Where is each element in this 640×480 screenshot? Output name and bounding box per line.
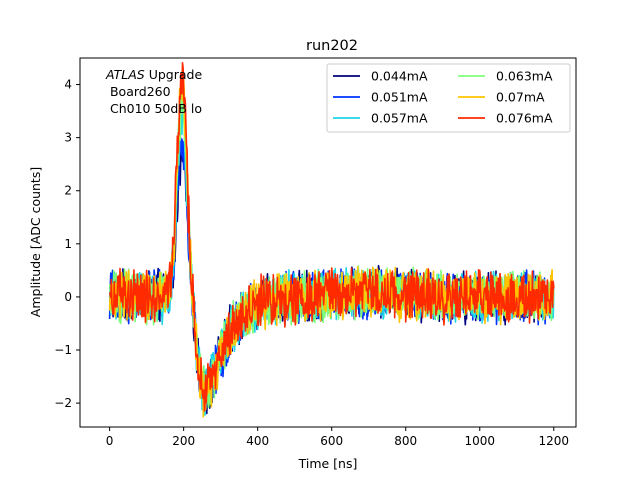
y-tick-label: 1 — [64, 237, 72, 251]
x-tick-label: 0 — [106, 434, 114, 448]
atlas-annotation: ATLAS Upgrade Board260 Ch010 50dB lo — [105, 67, 202, 116]
legend-label: 0.051mA — [371, 90, 428, 105]
legend: 0.044mA 0.051mA 0.057mA 0.063mA 0.07mA 0.076m… — [326, 63, 571, 133]
legend-label: 0.076mA — [496, 111, 553, 126]
plot-area-frame — [79, 57, 577, 428]
x-tick-label: 800 — [394, 434, 417, 448]
svg-text:ATLAS Upgrade: ATLAS Upgrade — [105, 67, 202, 82]
y-tick-label: 2 — [64, 184, 72, 198]
y-tick-label: 0 — [64, 290, 72, 304]
y-tick-label: 4 — [64, 78, 72, 92]
legend-label: 0.063mA — [496, 69, 553, 84]
x-axis-label: Time [ns] — [298, 456, 358, 471]
legend-label: 0.044mA — [371, 69, 428, 84]
legend-label: 0.07mA — [496, 90, 545, 105]
y-tick-label: 3 — [64, 131, 72, 145]
x-tick-label: 1200 — [539, 434, 570, 448]
x-tick-label: 1000 — [464, 434, 495, 448]
x-tick-label: 200 — [172, 434, 195, 448]
x-axis-ticks: 0 200 400 600 800 1000 1200 — [106, 427, 569, 448]
x-tick-label: 400 — [246, 434, 269, 448]
y-axis-ticks: −2 −1 0 1 2 3 4 — [54, 78, 80, 410]
x-tick-label: 600 — [320, 434, 343, 448]
annotation-channel: Ch010 50dB lo — [106, 101, 202, 116]
legend-frame — [326, 63, 571, 133]
y-tick-label: −2 — [54, 396, 72, 410]
y-axis-label: Amplitude [ADC counts] — [28, 167, 43, 317]
annotation-board: Board260 — [106, 84, 171, 99]
series-lines — [108, 61, 555, 418]
legend-label: 0.057mA — [371, 111, 428, 126]
chart-title: run202 — [306, 38, 358, 54]
annotation-atlas-italic: ATLAS — [105, 67, 145, 82]
y-tick-label: −1 — [54, 343, 72, 357]
series-line-0-076mA — [108, 61, 555, 412]
annotation-upgrade: Upgrade — [145, 67, 203, 82]
